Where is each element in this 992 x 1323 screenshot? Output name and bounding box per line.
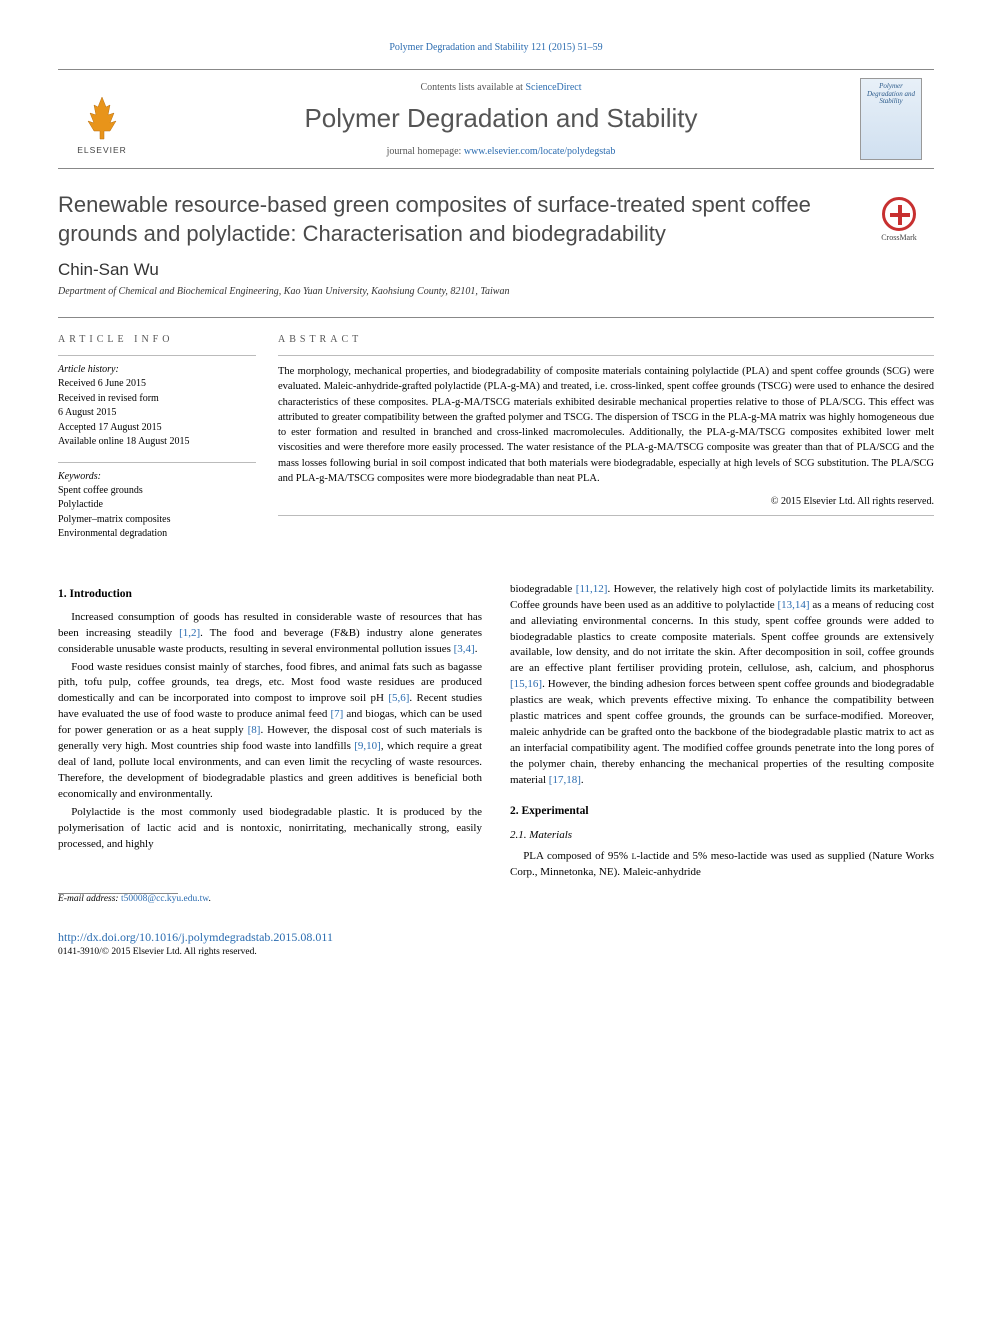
body-text: . However, the binding adhesion forces b… (510, 678, 934, 786)
corresponding-email: E-mail address: t50008@cc.kyu.edu.tw. (58, 894, 482, 904)
keywords-block: Keywords: Spent coffee grounds Polylacti… (58, 462, 256, 542)
ref-link[interactable]: [13,14] (777, 599, 809, 611)
body-paragraph: Increased consumption of goods has resul… (58, 610, 482, 658)
homepage-prefix: journal homepage: (387, 146, 464, 157)
section-head-introduction: 1. Introduction (58, 588, 482, 600)
body-paragraph: PLA composed of 95% l-lactide and 5% mes… (510, 849, 934, 881)
publisher-logo: ELSEVIER (70, 83, 142, 155)
ref-link[interactable]: [5,6] (388, 692, 409, 704)
cover-thumb-text: Polymer Degradation and Stability (865, 83, 917, 106)
abstract-text: The morphology, mechanical properties, a… (278, 355, 934, 486)
contents-prefix: Contents lists available at (420, 82, 525, 93)
body-paragraph: Food waste residues consist mainly of st… (58, 660, 482, 803)
journal-cover-thumb: Polymer Degradation and Stability (860, 78, 922, 160)
article-history-block: Article history: Received 6 June 2015 Re… (58, 355, 256, 450)
history-line: Accepted 17 August 2015 (58, 421, 256, 436)
contents-available-line: Contents lists available at ScienceDirec… (142, 82, 860, 93)
body-text: PLA composed of 95% (523, 850, 631, 862)
ref-link[interactable]: [15,16] (510, 678, 542, 690)
ref-link[interactable]: [17,18] (549, 774, 581, 786)
running-head: Polymer Degradation and Stability 121 (2… (58, 42, 934, 53)
keyword-line: Polymer–matrix composites (58, 513, 256, 528)
history-line: 6 August 2015 (58, 406, 256, 421)
body-text: . (581, 774, 584, 786)
history-line: Received 6 June 2015 (58, 377, 256, 392)
ref-link[interactable]: [9,10] (354, 740, 381, 752)
keyword-line: Polylactide (58, 498, 256, 513)
homepage-line: journal homepage: www.elsevier.com/locat… (142, 146, 860, 157)
crossmark-badge[interactable]: CrossMark (864, 197, 934, 242)
authors: Chin-San Wu (58, 260, 934, 280)
abstract-column: ABSTRACT The morphology, mechanical prop… (278, 334, 934, 554)
left-column: 1. Introduction Increased consumption of… (58, 582, 482, 957)
doi-link[interactable]: http://dx.doi.org/10.1016/j.polymdegrads… (58, 930, 333, 944)
body-paragraph: biodegradable [11,12]. However, the rela… (510, 582, 934, 789)
footer-copyright: 0141-3910/© 2015 Elsevier Ltd. All right… (58, 947, 482, 957)
abstract-heading: ABSTRACT (278, 334, 934, 345)
right-column: biodegradable [11,12]. However, the rela… (510, 582, 934, 957)
elsevier-tree-icon (80, 93, 124, 143)
ref-link[interactable]: [3,4] (454, 643, 475, 655)
abstract-bottom-rule (278, 515, 934, 516)
keywords-label: Keywords: (58, 471, 256, 482)
ref-link[interactable]: [8] (248, 724, 261, 736)
masthead: ELSEVIER Contents lists available at Sci… (58, 69, 934, 169)
body-columns: 1. Introduction Increased consumption of… (58, 582, 934, 957)
body-text: . (475, 643, 478, 655)
history-line: Received in revised form (58, 392, 256, 407)
body-paragraph: Polylactide is the most commonly used bi… (58, 805, 482, 853)
history-label: Article history: (58, 364, 256, 375)
article-title: Renewable resource-based green composite… (58, 191, 846, 248)
body-text: biodegradable (510, 583, 576, 595)
article-info-heading: ARTICLE INFO (58, 334, 256, 345)
keyword-line: Environmental degradation (58, 527, 256, 542)
crossmark-label: CrossMark (881, 233, 917, 242)
ref-link[interactable]: [11,12] (576, 583, 608, 595)
doi-link-line: http://dx.doi.org/10.1016/j.polymdegrads… (58, 930, 482, 945)
abstract-copyright: © 2015 Elsevier Ltd. All rights reserved… (278, 496, 934, 507)
article-info-column: ARTICLE INFO Article history: Received 6… (58, 334, 278, 554)
ref-link[interactable]: [1,2] (179, 627, 200, 639)
keyword-line: Spent coffee grounds (58, 484, 256, 499)
email-link[interactable]: t50008@cc.kyu.edu.tw (121, 894, 209, 904)
ref-link[interactable]: [7] (330, 708, 343, 720)
affiliation: Department of Chemical and Biochemical E… (58, 286, 934, 297)
publisher-logo-text: ELSEVIER (77, 145, 127, 155)
history-line: Available online 18 August 2015 (58, 435, 256, 450)
subsection-head-materials: 2.1. Materials (510, 829, 934, 841)
sciencedirect-link[interactable]: ScienceDirect (525, 82, 581, 93)
journal-name: Polymer Degradation and Stability (142, 103, 860, 134)
homepage-link[interactable]: www.elsevier.com/locate/polydegstab (464, 146, 616, 157)
section-head-experimental: 2. Experimental (510, 805, 934, 817)
email-suffix: . (209, 894, 211, 904)
email-label: E-mail address: (58, 894, 121, 904)
crossmark-icon (882, 197, 916, 231)
